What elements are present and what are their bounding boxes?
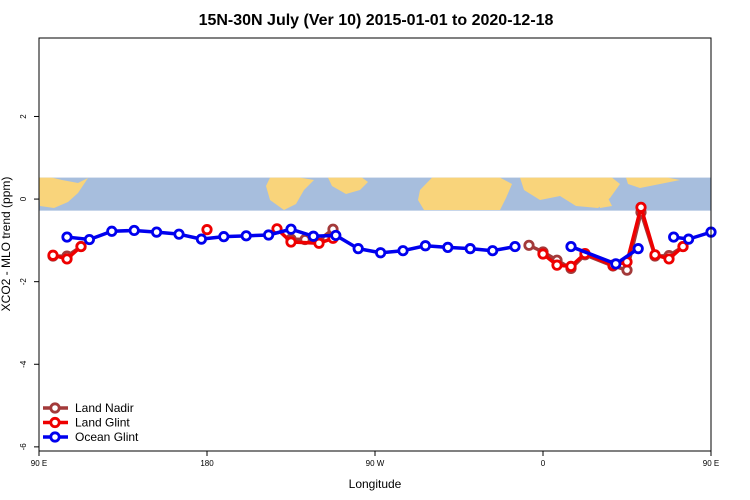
x-tick-label: 0 (541, 459, 546, 468)
legend-label: Land Nadir (75, 401, 134, 415)
legend-marker (49, 416, 61, 429)
x-tick-label: 90 E (31, 459, 47, 468)
map-land (596, 194, 612, 208)
series-layer (47, 201, 717, 276)
y-axis-label: XCO2 - MLO trend (ppm) (0, 177, 13, 312)
x-tick-label: 90 W (366, 459, 385, 468)
data-point-ocean-glint (610, 258, 622, 270)
data-point-land-glint (201, 224, 213, 236)
data-point-land-glint (635, 201, 647, 213)
data-point-ocean-glint (419, 240, 431, 252)
y-tick-label: -2 (19, 278, 28, 286)
y-tick-label: -4 (19, 360, 28, 368)
data-point-land-glint (565, 260, 577, 272)
series-line-land-glint (541, 205, 685, 269)
data-point-ocean-glint (682, 233, 695, 245)
map-land (626, 177, 680, 188)
data-point-ocean-glint (218, 231, 230, 243)
data-point-ocean-glint (509, 240, 521, 253)
series-ocean-glint (61, 223, 717, 270)
data-point-ocean-glint (262, 229, 275, 241)
legend-item-land-nadir: Land Nadir (43, 401, 134, 415)
plot-frame (38, 37, 712, 452)
data-point-land-glint (313, 237, 325, 249)
x-axis-label: Longitude (349, 477, 402, 491)
map-land (418, 177, 512, 210)
map-land (520, 177, 620, 208)
data-point-ocean-glint (442, 241, 454, 253)
data-point-ocean-glint (668, 231, 680, 243)
data-point-land-glint (537, 248, 549, 260)
data-point-ocean-glint (83, 233, 96, 246)
data-point-ocean-glint (128, 224, 140, 237)
data-point-land-glint (285, 236, 297, 248)
y-tick-label: 2 (19, 114, 28, 119)
background-map-band (39, 177, 711, 211)
data-point-land-glint (649, 249, 661, 261)
data-point-ocean-glint (106, 225, 118, 237)
data-point-ocean-glint (173, 228, 185, 240)
data-point-ocean-glint (61, 231, 73, 243)
data-point-ocean-glint (632, 243, 644, 255)
data-point-land-nadir (523, 239, 535, 251)
data-point-ocean-glint (464, 243, 476, 255)
axes: 90 E 180 90 W 0 90 E-6-4-202 (19, 114, 719, 468)
data-point-ocean-glint (330, 229, 342, 242)
x-tick-label: 90 E (703, 459, 719, 468)
legend-label: Ocean Glint (75, 430, 139, 444)
series-land-nadir (47, 206, 689, 276)
data-point-ocean-glint (240, 230, 252, 242)
map-land (39, 177, 88, 208)
y-tick-label: -6 (19, 443, 28, 451)
data-point-ocean-glint (285, 223, 297, 235)
series-land-glint (47, 201, 689, 272)
data-point-ocean-glint (352, 243, 364, 255)
data-point-land-glint (663, 253, 675, 265)
data-point-ocean-glint (151, 226, 163, 238)
legend-item-land-glint: Land Glint (43, 416, 130, 430)
data-point-ocean-glint (195, 233, 207, 245)
legend-marker (49, 402, 61, 414)
data-point-land-glint (75, 240, 87, 253)
data-point-land-glint (61, 253, 73, 265)
legend-item-ocean-glint: Ocean Glint (43, 430, 139, 444)
map-land (328, 177, 368, 194)
y-tick-label: 0 (19, 196, 28, 201)
data-point-ocean-glint (307, 230, 319, 242)
data-point-ocean-glint (397, 245, 409, 257)
data-point-land-glint (551, 259, 563, 271)
data-point-ocean-glint (565, 240, 577, 253)
x-tick-label: 180 (200, 459, 214, 468)
data-point-land-glint (47, 249, 59, 261)
legend-label: Land Glint (75, 416, 130, 430)
data-point-ocean-glint (486, 245, 499, 257)
data-point-ocean-glint (374, 247, 387, 259)
map-land (266, 177, 314, 210)
legend-marker (49, 431, 61, 443)
data-point-land-glint (677, 240, 689, 253)
series-line-land-glint (275, 227, 334, 246)
chart-title: 15N-30N July (Ver 10) 2015-01-01 to 2020… (199, 12, 554, 29)
